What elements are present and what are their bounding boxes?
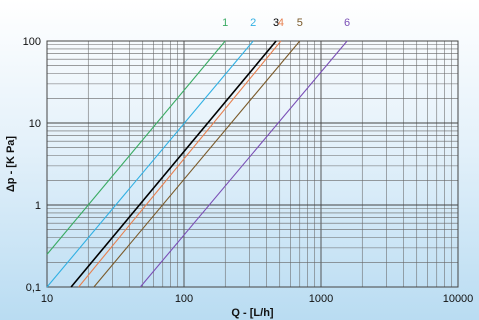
y-tick-label: 10 xyxy=(29,118,41,130)
series-label-5: 5 xyxy=(297,17,303,29)
x-tick-label: 10000 xyxy=(443,293,474,305)
series-label-3: 3 xyxy=(273,17,279,29)
series-label-6: 6 xyxy=(344,17,350,29)
y-tick-label: 1 xyxy=(35,200,41,212)
series-line-4 xyxy=(78,40,282,288)
series-line-1 xyxy=(46,40,226,255)
x-axis-title: Q - [L/h] xyxy=(231,307,273,319)
series-line-6 xyxy=(139,40,348,288)
series-label-2: 2 xyxy=(250,17,256,29)
series-line-2 xyxy=(46,40,254,288)
series-line-3 xyxy=(70,40,277,288)
tick-labels: 10 100 1000 10000 0,1 1 10 100 xyxy=(23,36,474,305)
series-lines xyxy=(46,40,348,288)
series-line-5 xyxy=(93,40,301,288)
x-tick-label: 100 xyxy=(175,293,193,305)
series-label-4: 4 xyxy=(278,17,284,29)
x-tick-label: 1000 xyxy=(309,293,333,305)
series-labels: 1 2 34 5 6 xyxy=(222,17,350,29)
x-tick-label: 10 xyxy=(41,293,53,305)
series-label-1: 1 xyxy=(222,17,228,29)
grid xyxy=(46,41,458,288)
y-axis-title: Δp - [K Pa] xyxy=(5,136,17,193)
y-tick-label: 100 xyxy=(23,36,41,48)
y-tick-label: 0,1 xyxy=(26,282,41,294)
